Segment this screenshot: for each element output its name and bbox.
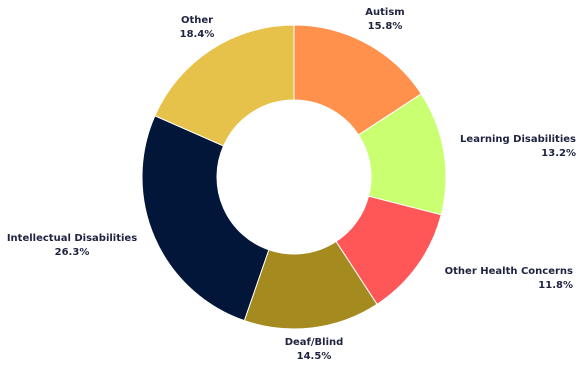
slices-group — [141, 24, 447, 330]
label-intellectual-disabilities: Intellectual Disabilities 26.3% — [7, 233, 137, 258]
label-value: 11.8% — [538, 280, 573, 291]
label-learning-disabilities: Learning Disabilities 13.2% — [460, 134, 576, 159]
label-autism: Autism 15.8% — [365, 7, 404, 32]
label-category: Deaf/Blind — [285, 337, 344, 348]
label-value: 13.2% — [541, 148, 576, 159]
label-category: Other Health Concerns — [445, 266, 573, 277]
label-category: Intellectual Disabilities — [7, 233, 137, 244]
label-value: 18.4% — [180, 29, 215, 40]
label-deaf-blind: Deaf/Blind 14.5% — [285, 337, 344, 362]
label-category: Learning Disabilities — [460, 134, 576, 145]
label-other-health-concerns: Other Health Concerns 11.8% — [445, 266, 573, 291]
label-other: Other 18.4% — [180, 15, 215, 40]
slice-other — [154, 24, 295, 147]
label-value: 26.3% — [55, 247, 90, 258]
label-value: 14.5% — [297, 351, 332, 362]
label-category: Autism — [365, 7, 404, 18]
label-value: 15.8% — [368, 21, 403, 32]
slice-intellectual-disabilities — [141, 115, 270, 322]
labels-group: Autism 15.8% Learning Disabilities 13.2% Oth… — [7, 7, 576, 362]
label-category: Other — [181, 15, 213, 26]
